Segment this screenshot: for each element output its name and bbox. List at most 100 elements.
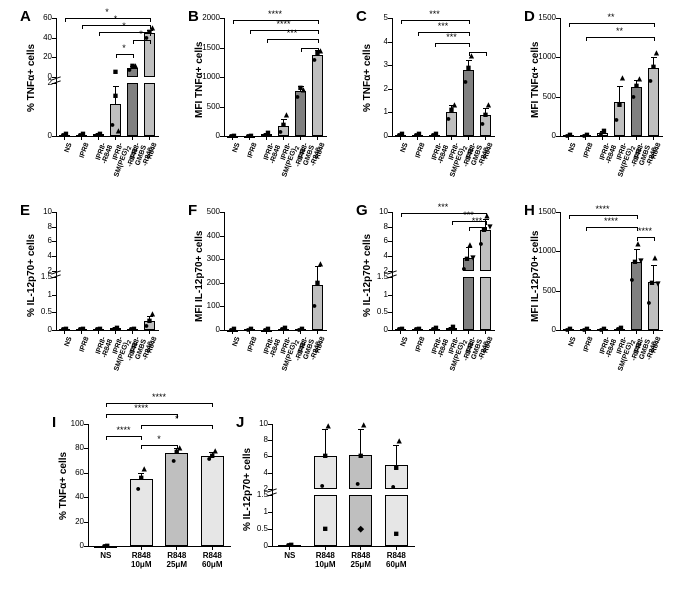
data-point: ▼ [469,254,478,263]
significance-label: ** [616,26,623,36]
y-tick-label: 40 [54,492,84,501]
y-tick-label: 8 [22,222,52,231]
data-point: ● [391,483,396,492]
y-tick-label: 2 [22,266,52,275]
data-point: ● [320,481,325,490]
y-axis-label: % TNFα+ cells [58,452,69,520]
significance-label: * [175,414,179,424]
y-tick-label: 1000 [190,72,220,81]
y-tick-label: 1000 [526,52,556,61]
significance-bracket [586,37,654,38]
data-point: ● [646,299,651,308]
y-tick-label: 1000 [526,246,556,255]
data-point: ▲ [651,253,660,262]
data-point: ▼ [637,256,646,265]
bar [144,83,155,136]
y-tick-label: 20 [54,517,84,526]
y-tick-label: 4 [358,251,388,260]
bar [463,277,474,330]
data-point: ● [631,92,636,101]
bar [349,495,372,546]
y-tick-label: 500 [526,92,556,101]
y-tick-label: 0 [238,541,268,550]
x-tick-label: R84810μM [305,551,345,569]
significance-bracket [133,40,150,41]
y-tick-label: 60 [22,13,52,22]
data-point: ◆ [357,524,364,533]
significance-bracket [637,237,654,238]
y-tick-label: 40 [22,33,52,42]
data-point: ■ [651,62,656,71]
y-tick-label: 1 [238,507,268,516]
data-point: ● [648,76,653,85]
y-tick-label: 0 [190,325,220,334]
data-point: ▲ [634,240,643,249]
significance-bracket [65,18,150,19]
y-tick-label: 1500 [190,43,220,52]
data-point: ■ [323,452,328,461]
data-point: ▲ [466,241,475,250]
y-tick-label: 1500 [526,207,556,216]
significance-bracket [469,52,486,53]
data-point: ■ [617,100,622,109]
data-point: ■ [139,473,144,482]
y-tick-label: 300 [190,254,220,263]
data-point: ▲ [211,446,220,455]
data-point: ● [480,120,485,129]
significance-bracket [267,39,318,40]
y-tick-label: 2 [358,266,388,275]
y-tick-label: 1 [22,290,52,299]
bar [201,456,224,546]
data-point: ▲ [140,465,149,474]
data-point: ● [629,275,634,284]
data-point: ▲ [484,101,493,110]
y-tick-label: 1 [358,290,388,299]
y-tick-label: 60 [54,468,84,477]
y-tick-label: 0 [526,131,556,140]
y-tick-label: 6 [22,236,52,245]
y-tick-label: 2 [358,84,388,93]
significance-label: **** [134,403,148,413]
data-point: ■ [394,463,399,472]
data-point: ■ [315,278,320,287]
data-point: ■ [483,110,488,119]
bar [480,230,491,271]
y-tick-label: 3 [358,60,388,69]
data-point: ● [312,56,317,65]
y-axis-label: % TNFα+ cells [362,44,373,112]
y-tick-label: 6 [358,236,388,245]
significance-label: * [122,43,126,53]
significance-label: * [122,21,126,31]
significance-bracket [141,445,177,446]
significance-label: *** [438,21,449,31]
significance-bracket [586,227,637,228]
significance-bracket [233,20,318,21]
data-point: ▼ [486,223,495,232]
significance-bracket [569,23,654,24]
y-tick-label: 5 [358,13,388,22]
data-point: ▼ [654,280,663,289]
y-tick-label: 100 [54,419,84,428]
data-point: ▲ [299,85,308,94]
data-point: ▲ [282,111,291,120]
data-point: ● [355,479,360,488]
y-tick-label: 400 [190,231,220,240]
x-tick-label: R84825μM [341,551,381,569]
significance-label: * [105,7,109,17]
significance-bracket [82,25,150,26]
significance-bracket [435,43,469,44]
y-tick-label: 0 [358,325,388,334]
x-tick-label: R84810μM [121,551,161,569]
data-point: ▲ [148,310,157,319]
bar [631,262,642,330]
bar [312,55,323,136]
data-point: ● [312,302,317,311]
data-point: ▲ [635,75,644,84]
significance-label: ** [607,12,614,22]
x-tick-label: NS [86,551,126,560]
y-tick-label: 2 [238,484,268,493]
y-tick-label: 500 [190,102,220,111]
y-tick-label: 0.5 [22,307,52,316]
data-point: ■ [466,63,471,72]
data-point: ▲ [618,73,627,82]
